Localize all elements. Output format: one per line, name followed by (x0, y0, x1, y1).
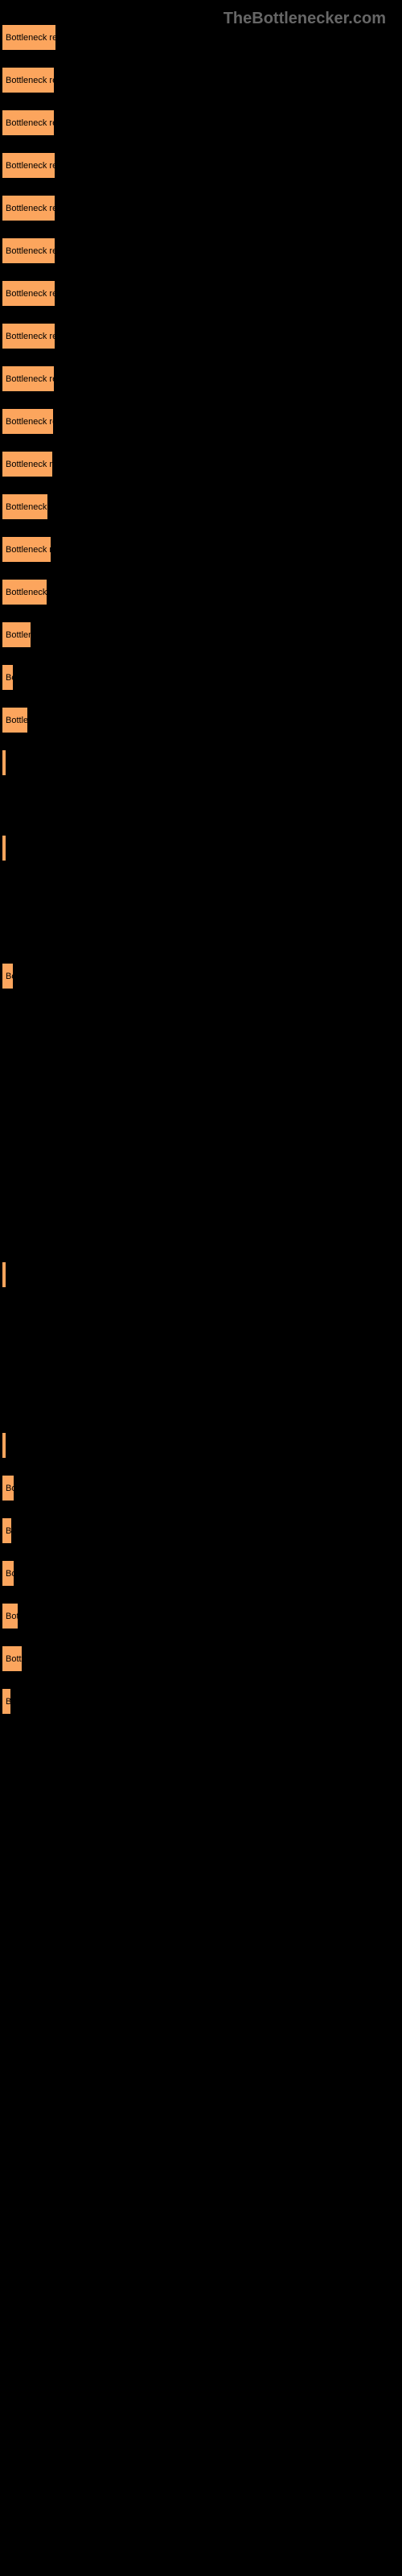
bar-row: Bottleneck re (2, 536, 402, 563)
bar-row: Bottleneck res (2, 408, 402, 435)
chart-bar: Bottleneck resu (2, 109, 55, 136)
bar-row (2, 877, 402, 904)
bar-label: Bottleneck re (6, 460, 53, 469)
chart-bar: Bottleneck re (2, 451, 53, 477)
bar-row: Bottleneck res (2, 152, 402, 179)
chart-bar: B (2, 1688, 11, 1715)
bar-row: B (2, 1688, 402, 1715)
chart-bar: Bot (2, 1603, 18, 1629)
bar-label: Bo (6, 972, 14, 981)
bar-label: Bottleneck res (6, 204, 55, 213)
chart-bar: Bottleneck res (2, 408, 54, 435)
bar-row: Bottleneck re (2, 451, 402, 477)
bar-row: Bo (2, 1475, 402, 1501)
chart-bar: Bottleneck r (2, 579, 47, 605)
bar-row (2, 1048, 402, 1075)
bar-row: Bottleneck res (2, 195, 402, 221)
bar-row: Bottleneck resu (2, 109, 402, 136)
chart-bar: Bottlen (2, 621, 31, 648)
bar-label: Bot (6, 1612, 18, 1621)
bar-row (2, 1261, 402, 1288)
chart-bar: Bottleneck resu (2, 67, 55, 93)
bar-row: Bottlen (2, 621, 402, 648)
chart-bar: Bottleneck res (2, 152, 55, 179)
bar-label: Bottleneck res (6, 417, 54, 427)
chart-bar: Bottleneck res (2, 280, 55, 307)
bar-row (2, 1389, 402, 1416)
bar-label: Bottleneck re (6, 545, 51, 555)
bar-label: Bo (6, 1569, 14, 1579)
bar-label: Bottle (6, 716, 28, 725)
bar-row: Bo (2, 664, 402, 691)
bar-row: Bottleneck res (2, 323, 402, 349)
bar-row (2, 749, 402, 776)
bar-label: Bottleneck res (6, 332, 55, 341)
bar-row (2, 1091, 402, 1117)
bar-row: Bottleneck res (2, 237, 402, 264)
chart-bar: Bottleneck res (2, 365, 55, 392)
bar-row (2, 1219, 402, 1245)
chart-bar (2, 1432, 6, 1459)
bar-row: Bott (2, 1645, 402, 1672)
bar-row: Bottleneck res (2, 365, 402, 392)
chart-bar: Bo (2, 1475, 14, 1501)
bar-label: Bottleneck r (6, 502, 48, 512)
bar-label: Bo (6, 1484, 14, 1493)
watermark-text: TheBottlenecker.com (224, 10, 386, 28)
bar-row (2, 1005, 402, 1032)
bar-row: Bo (2, 963, 402, 989)
bar-row: Bottleneck r (2, 579, 402, 605)
bar-label: Bottlen (6, 630, 31, 640)
chart-bar (2, 749, 6, 776)
bar-label: Bottleneck resu (6, 118, 55, 128)
chart-bar: Bottleneck re (2, 536, 51, 563)
bar-row: Bottleneck r (2, 493, 402, 520)
bar-row (2, 1133, 402, 1160)
chart-bar: Bottle (2, 707, 28, 733)
bar-row: Bo (2, 1560, 402, 1587)
bar-row (2, 1176, 402, 1203)
bar-row (2, 792, 402, 819)
chart-bar: Bott (2, 1645, 23, 1672)
bar-label: Bott (6, 1654, 22, 1664)
chart-bar: B (2, 1517, 12, 1544)
bar-label: Bottleneck r (6, 588, 47, 597)
chart-bar: Bo (2, 1560, 14, 1587)
bar-label: B (6, 1697, 11, 1707)
bar-row (2, 1304, 402, 1331)
chart-bar (2, 835, 6, 861)
bar-row (2, 920, 402, 947)
bar-row (2, 835, 402, 861)
bar-label: Bottleneck res (6, 246, 55, 256)
chart-bar: Bottleneck res (2, 237, 55, 264)
bar-row: Bottleneck res (2, 280, 402, 307)
bar-label: B (6, 1526, 11, 1536)
bar-label: Bottleneck resu (6, 76, 55, 85)
bar-row: Bot (2, 1603, 402, 1629)
bar-label: Bottleneck res (6, 374, 55, 384)
bar-row: B (2, 1517, 402, 1544)
chart-bar: Bottleneck r (2, 493, 48, 520)
chart-bar: Bo (2, 963, 14, 989)
chart-bar: Bottleneck res (2, 323, 55, 349)
bar-chart: Bottleneck resu Bottleneck resu Bottleneck… (0, 0, 402, 1715)
bar-label: Bottleneck res (6, 289, 55, 299)
bar-row: Bottle (2, 707, 402, 733)
chart-bar: Bottleneck resu (2, 24, 56, 51)
bar-row (2, 1347, 402, 1373)
bar-label: Bottleneck res (6, 161, 55, 171)
bar-row (2, 1432, 402, 1459)
chart-bar: Bo (2, 664, 14, 691)
chart-bar (2, 1261, 6, 1288)
bar-label: Bo (6, 673, 14, 683)
bar-row: Bottleneck resu (2, 67, 402, 93)
chart-bar: Bottleneck res (2, 195, 55, 221)
bar-label: Bottleneck resu (6, 33, 56, 43)
